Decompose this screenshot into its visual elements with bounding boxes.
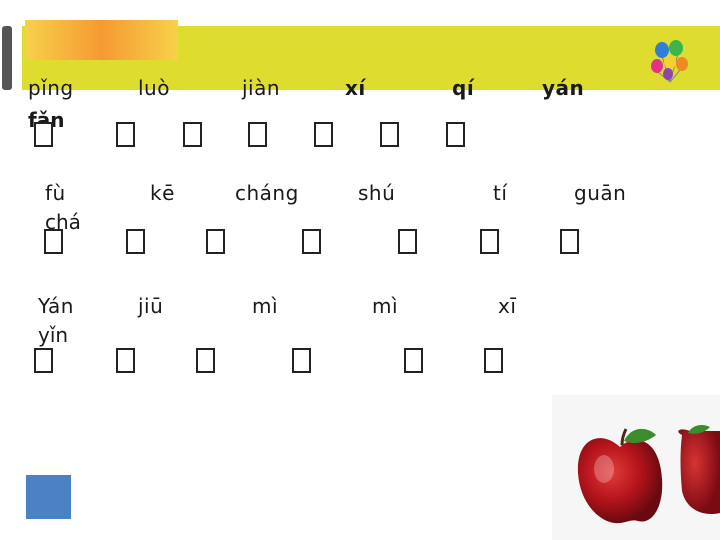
character-box[interactable] — [302, 229, 321, 254]
pinyin-word: xī — [498, 294, 517, 318]
pinyin-word: jiàn — [242, 76, 281, 100]
apple-icon — [552, 395, 720, 540]
pinyin-word: qí — [452, 76, 475, 100]
character-box[interactable] — [380, 122, 399, 147]
pinyin-word: pǐng — [28, 76, 74, 100]
pinyin-word: Yán — [38, 294, 74, 318]
header-accent-bar — [25, 20, 178, 60]
pinyin-row-2: fù kē cháng shú tí guān — [0, 181, 720, 205]
pinyin-word: xí — [345, 76, 366, 100]
character-box[interactable] — [116, 348, 135, 373]
balloons-icon — [651, 40, 688, 83]
character-box[interactable] — [314, 122, 333, 147]
character-box[interactable] — [34, 122, 53, 147]
character-box[interactable] — [560, 229, 579, 254]
pinyin-word: luò — [138, 76, 170, 100]
character-box[interactable] — [206, 229, 225, 254]
character-box[interactable] — [484, 348, 503, 373]
pinyin-word: yán — [542, 76, 585, 100]
pinyin-row-1: pǐng luò jiàn xí qí yán — [0, 76, 720, 100]
pinyin-word-wrapped: yǐn — [38, 323, 69, 347]
character-box[interactable] — [398, 229, 417, 254]
pinyin-word: jiū — [138, 294, 164, 318]
blue-square — [26, 475, 71, 519]
pinyin-word: fù — [45, 181, 66, 205]
character-box[interactable] — [44, 229, 63, 254]
character-box[interactable] — [404, 348, 423, 373]
character-box[interactable] — [183, 122, 202, 147]
character-box[interactable] — [292, 348, 311, 373]
character-box[interactable] — [196, 348, 215, 373]
pinyin-word: mì — [372, 294, 399, 318]
character-box[interactable] — [116, 122, 135, 147]
pinyin-word: shú — [358, 181, 396, 205]
left-edge-tab — [2, 26, 12, 90]
character-box[interactable] — [248, 122, 267, 147]
pinyin-row-3: Yán jiū mì mì xī — [0, 294, 720, 318]
pinyin-word: cháng — [235, 181, 299, 205]
character-box[interactable] — [34, 348, 53, 373]
character-box[interactable] — [126, 229, 145, 254]
character-box[interactable] — [480, 229, 499, 254]
pinyin-word: tí — [493, 181, 508, 205]
pinyin-word: mì — [252, 294, 279, 318]
pinyin-word: guān — [574, 181, 627, 205]
character-box[interactable] — [446, 122, 465, 147]
pinyin-word: kē — [150, 181, 175, 205]
